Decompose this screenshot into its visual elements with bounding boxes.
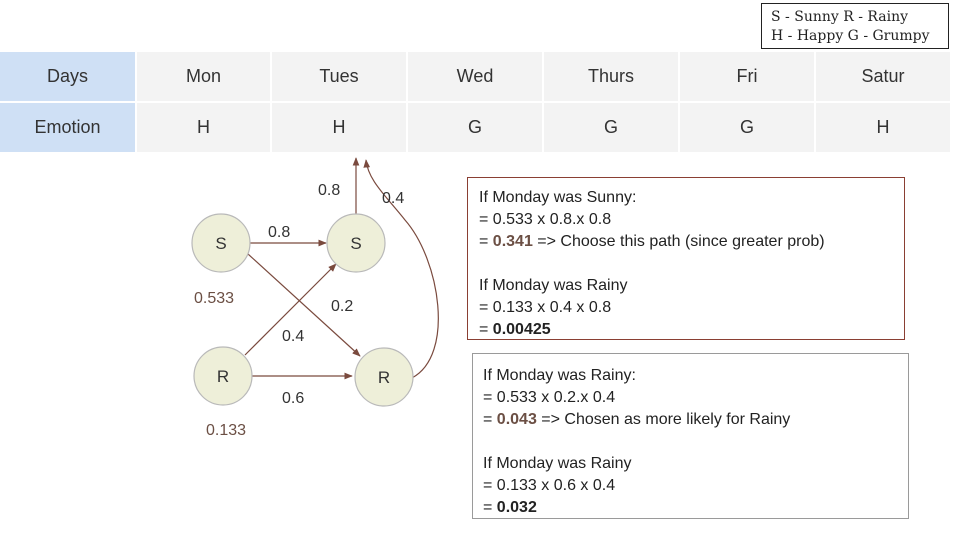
node-sunny-mon: S xyxy=(191,213,251,273)
calc-highlight-value: 0.043 xyxy=(496,411,537,428)
edge-label-s2-out: 0.8 xyxy=(318,182,340,199)
node-rainy-tue: R xyxy=(354,347,414,407)
calc-bold-value: 0.032 xyxy=(496,499,537,516)
table-cell-emotion: H xyxy=(137,103,270,152)
node-label: R xyxy=(378,368,390,387)
calc-bold-value: 0.00425 xyxy=(492,321,551,338)
calc-highlight-value: 0.341 xyxy=(492,233,533,250)
table-cell-day: Tues xyxy=(272,52,406,101)
calc-prefix: = xyxy=(479,321,493,338)
edge-s1-r2 xyxy=(247,253,361,357)
table-cell-emotion: G xyxy=(680,103,814,152)
node-sunny-tue: S xyxy=(326,213,386,273)
table-cell-emotion: G xyxy=(544,103,678,152)
table-header-days: Days xyxy=(0,52,135,101)
calc-line: If Monday was Rainy xyxy=(483,455,632,472)
calc-line: = 0.533 x 0.2.x 0.4 xyxy=(483,389,616,406)
legend-weather: S - Sunny R - Rainy xyxy=(771,9,909,25)
calc-prefix: = xyxy=(479,233,493,250)
table-cell-day: Mon xyxy=(137,52,270,101)
edge-r2-out xyxy=(363,159,439,379)
calc-box-sunny: If Monday was Sunny: = 0.533 x 0.8.x 0.8… xyxy=(467,177,905,340)
calc-note: => Chosen as more likely for Rainy xyxy=(536,411,791,428)
edge-label-s1-s2: 0.8 xyxy=(268,224,290,241)
table-cell-emotion: H xyxy=(272,103,406,152)
node-label: S xyxy=(350,234,361,253)
edge-label-r2-out: 0.4 xyxy=(382,190,404,207)
table-cell-emotion: H xyxy=(816,103,950,152)
observation-table: Days Mon Tues Wed Thurs Fri Satur Emotio… xyxy=(0,52,960,154)
calc-line: If Monday was Sunny: xyxy=(479,189,637,206)
calc-line-result: = 0.00425 xyxy=(479,319,904,341)
node-label: S xyxy=(215,234,226,253)
calc-prefix: = xyxy=(483,499,497,516)
table-cell-day: Thurs xyxy=(544,52,678,101)
calc-line-result: = 0.043 => Chosen as more likely for Rai… xyxy=(483,409,908,431)
calc-box-rainy: If Monday was Rainy: = 0.533 x 0.2.x 0.4… xyxy=(472,353,909,519)
initial-prob-rainy: 0.133 xyxy=(206,422,246,439)
edge-r1-s2 xyxy=(244,263,337,356)
calc-line: = 0.533 x 0.8.x 0.8 xyxy=(479,211,612,228)
calc-line-result: = 0.032 xyxy=(483,497,908,519)
calc-line: If Monday was Rainy xyxy=(479,277,628,294)
node-rainy-mon: R xyxy=(193,346,253,406)
table-cell-day: Fri xyxy=(680,52,814,101)
table-cell-emotion: G xyxy=(408,103,542,152)
calc-line-result: = 0.341 => Choose this path (since great… xyxy=(479,231,904,253)
initial-prob-sunny: 0.533 xyxy=(194,290,234,307)
calc-line: = 0.133 x 0.6 x 0.4 xyxy=(483,477,616,494)
table-cell-day: Wed xyxy=(408,52,542,101)
legend-box: S - Sunny R - Rainy H - Happy G - Grumpy xyxy=(761,3,949,49)
table-header-emotion: Emotion xyxy=(0,103,135,152)
calc-line: = 0.133 x 0.4 x 0.8 xyxy=(479,299,612,316)
node-label: R xyxy=(217,367,229,386)
table-cell-day: Satur xyxy=(816,52,950,101)
edge-label-r1-s2: 0.4 xyxy=(282,328,304,345)
edge-label-r1-r2: 0.6 xyxy=(282,390,304,407)
calc-prefix: = xyxy=(483,411,497,428)
edge-label-s1-r2: 0.2 xyxy=(331,298,353,315)
legend-emotion: H - Happy G - Grumpy xyxy=(771,28,930,44)
calc-note: => Choose this path (since greater prob) xyxy=(532,233,825,250)
calc-line: If Monday was Rainy: xyxy=(483,367,636,384)
